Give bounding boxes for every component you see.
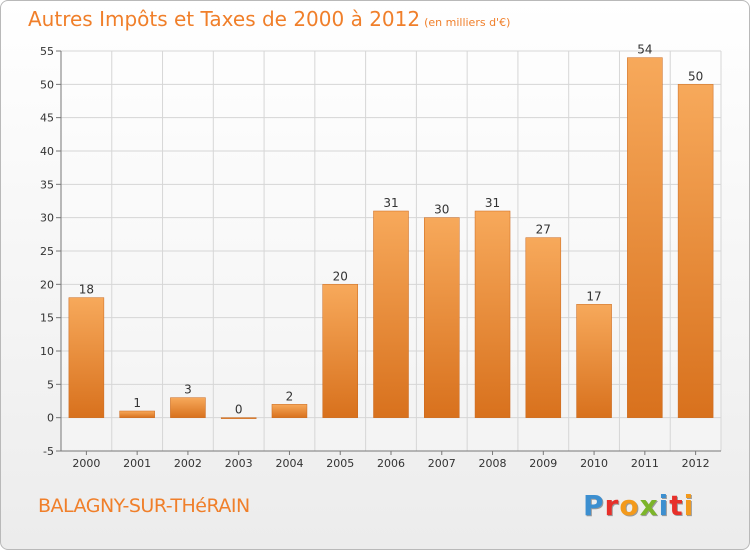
y-tick-label: 35 [40, 178, 54, 191]
x-tick-label: 2008 [479, 457, 507, 470]
logo-letter: o [619, 489, 640, 522]
logo-letter: P [583, 489, 605, 522]
data-label: 27 [536, 223, 551, 237]
data-label: 17 [586, 289, 601, 303]
x-tick-label: 2004 [275, 457, 303, 470]
data-label: 1 [133, 396, 141, 410]
chart-title: Autres Impôts et Taxes de 2000 à 2012 (en… [28, 7, 510, 31]
bar-2007 [424, 217, 460, 418]
data-label: 54 [637, 43, 652, 57]
chart-title-text: Autres Impôts et Taxes de 2000 à 2012 [28, 7, 421, 31]
y-tick-label: 50 [40, 78, 54, 91]
x-tick-label: 2010 [580, 457, 608, 470]
x-tick-label: 2012 [682, 457, 710, 470]
data-label: 0 [235, 403, 243, 417]
y-tick-label: 45 [40, 112, 54, 125]
data-label: 31 [485, 196, 500, 210]
bar-2009 [525, 237, 562, 418]
y-tick-label: 30 [40, 212, 54, 225]
data-label: 20 [333, 269, 348, 283]
x-tick-label: 2007 [428, 457, 456, 470]
commune-name: BALAGNY-SUR-THéRAIN [38, 495, 250, 517]
bar-2008 [474, 210, 511, 418]
x-tick-label: 2000 [72, 457, 100, 470]
y-tick-label: 25 [40, 245, 54, 258]
y-tick-label: 10 [40, 345, 54, 358]
x-tick-label: 2006 [377, 457, 405, 470]
data-label: 2 [286, 389, 294, 403]
x-tick-label: 2001 [123, 457, 151, 470]
data-label: 18 [79, 283, 94, 297]
y-tick-label: 40 [40, 145, 54, 158]
bar-2000 [68, 297, 105, 418]
y-tick-label: 0 [47, 412, 54, 425]
logo-letter: t [669, 489, 684, 522]
data-label: 50 [688, 69, 703, 83]
y-tick-label: 15 [40, 312, 54, 325]
logo-letter: r [604, 489, 620, 522]
x-tick-label: 2011 [631, 457, 659, 470]
bar-2012 [677, 84, 714, 418]
logo-letter: x [639, 489, 659, 522]
proxiti-logo: Proxiti [583, 489, 694, 522]
bar-2003 [220, 417, 257, 419]
bar-2002 [170, 397, 206, 418]
x-tick-label: 2003 [225, 457, 253, 470]
bar-2005 [322, 284, 358, 418]
y-tick-label: 20 [40, 278, 54, 291]
data-label: 30 [434, 203, 449, 217]
y-tick-label: 55 [40, 45, 54, 58]
chart-unit-text: (en milliers d'€) [424, 16, 511, 29]
y-tick-label: -5 [43, 445, 54, 458]
y-tick-label: 5 [47, 378, 54, 391]
bar-2010 [576, 304, 612, 418]
data-label: 31 [383, 196, 398, 210]
logo-letter: i [658, 489, 670, 522]
data-label: 3 [184, 383, 192, 397]
bar-2011 [627, 57, 663, 418]
bar-2006 [373, 210, 409, 418]
bar-2004 [271, 404, 308, 418]
bar-2001 [119, 410, 155, 418]
x-tick-label: 2009 [529, 457, 557, 470]
logo-letter: i [683, 489, 695, 522]
x-tick-label: 2005 [326, 457, 354, 470]
x-tick-label: 2002 [174, 457, 202, 470]
